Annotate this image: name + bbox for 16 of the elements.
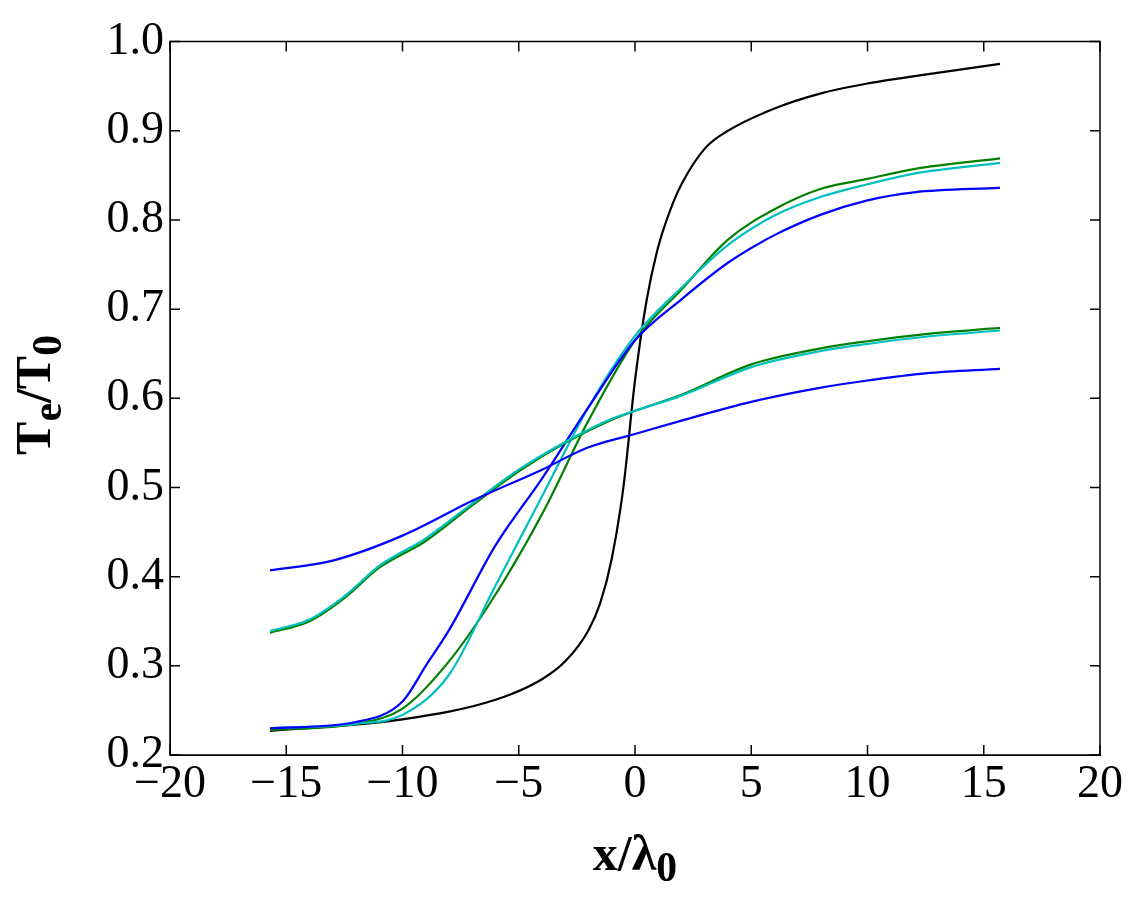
- y-tick-label: 0.5: [106, 458, 164, 510]
- x-tick-label: 15: [960, 755, 1007, 807]
- x-tick-label: 10: [844, 755, 891, 807]
- y-tick-label: 0.4: [106, 547, 164, 599]
- x-tick-label: −10: [366, 755, 439, 807]
- y-tick-label: 0.3: [106, 636, 164, 688]
- x-tick-label: 5: [739, 755, 763, 807]
- y-tick-label: 1.0: [106, 12, 164, 64]
- x-tick-label: −15: [250, 755, 323, 807]
- x-tick-label: −5: [494, 755, 544, 807]
- y-tick-label: 0.7: [106, 280, 164, 332]
- x-tick-label: 0: [623, 755, 647, 807]
- y-tick-label: 0.8: [106, 191, 164, 243]
- y-tick-label: 0.6: [106, 369, 164, 421]
- y-tick-label: 0.9: [106, 101, 164, 153]
- x-axis-title: x/λ$_{0}$: [592, 825, 678, 890]
